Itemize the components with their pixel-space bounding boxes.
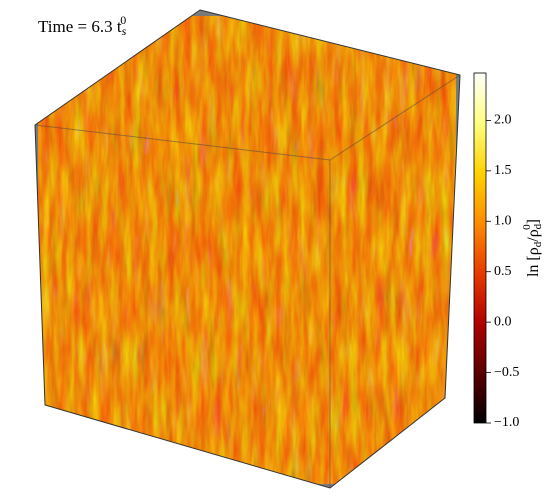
- label-sub: d: [532, 223, 544, 229]
- label-part: ]: [525, 219, 542, 224]
- colorbar-tick-label: 0.0: [494, 314, 512, 329]
- title-text: Time = 6.3 t: [38, 17, 122, 36]
- label-part: /ρ: [525, 229, 542, 241]
- cube-volume: [38, 16, 456, 484]
- title-sup: 0: [120, 13, 126, 27]
- colorbar-tick-label: 1.0: [494, 213, 512, 228]
- title: Time = 6.3 ts0: [38, 13, 127, 38]
- colorbar-label: ln [ρd/ρd0]: [521, 219, 544, 277]
- colorbar-tick-label: 1.5: [494, 163, 512, 178]
- label-sub: d: [532, 241, 544, 247]
- colorbar-ticks: −1.0 −0.5 0.0 0.5 1.0 1.5 2.0: [486, 113, 519, 430]
- density-field: [38, 16, 456, 484]
- colorbar-tick-label: −1.0: [494, 415, 519, 430]
- cube-edges: [34, 9, 461, 489]
- label-sup: 0: [521, 224, 533, 230]
- colorbar-tick-label: −0.5: [494, 365, 519, 380]
- colorbar-tick-label: 0.5: [494, 264, 512, 279]
- colorbar-tick-label: 2.0: [494, 113, 512, 128]
- title-sub: s: [122, 24, 127, 38]
- colorbar: [473, 72, 487, 424]
- label-part: ln [ρ: [525, 247, 542, 277]
